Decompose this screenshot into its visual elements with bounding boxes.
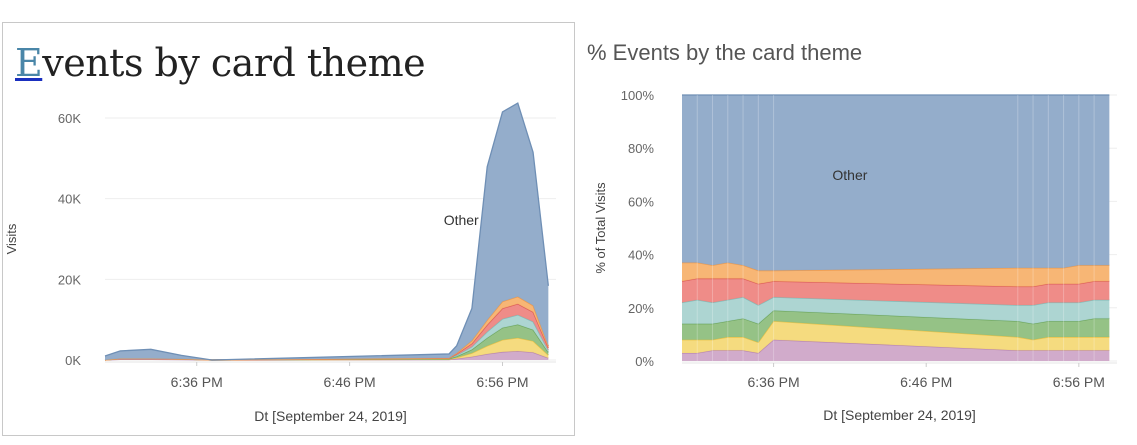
y-tick-label-0: 0% bbox=[635, 354, 654, 369]
y-tick-label-1: 20% bbox=[628, 301, 654, 316]
annotation-label: Other bbox=[444, 212, 479, 228]
area-series-line-6 bbox=[104, 102, 550, 361]
area-series-6[interactable] bbox=[105, 103, 549, 361]
chart-title: Events by card theme bbox=[15, 41, 426, 85]
y-tick-label-2: 40K bbox=[58, 192, 81, 207]
x-tick-label-2: 6:56 PM bbox=[476, 374, 528, 390]
chart-title-first-letter: E bbox=[15, 41, 43, 85]
y-tick-label-3: 60K bbox=[58, 111, 81, 126]
y-tick-label-2: 40% bbox=[628, 248, 654, 263]
chart-title-percent: % Events by the card theme bbox=[587, 40, 863, 65]
x-axis-title: Dt [September 24, 2019] bbox=[254, 408, 407, 424]
y-tick-label-1: 20K bbox=[58, 272, 81, 287]
stacked-area-chart-visits: 0K 20K 40K 60K 6:36 PM 6:46 PM 6:56 PM Dt [Sept… bbox=[4, 102, 556, 424]
chart-title-rest: vents by card theme bbox=[42, 41, 426, 85]
area-series-4[interactable] bbox=[682, 278, 1110, 306]
area-series-5[interactable] bbox=[105, 296, 549, 360]
x-tick-label-0: 6:36 PM bbox=[171, 374, 223, 390]
y-tick-label-3: 60% bbox=[628, 194, 654, 209]
y-tick-label-5: 100% bbox=[621, 88, 655, 103]
area-series-3[interactable] bbox=[682, 297, 1110, 324]
annotation-label: Other bbox=[832, 167, 867, 183]
x-tick-label-0: 6:36 PM bbox=[748, 374, 800, 390]
y-axis-title: Visits bbox=[4, 223, 19, 254]
area-series-6[interactable] bbox=[682, 95, 1110, 271]
area-series-0[interactable] bbox=[682, 339, 1110, 361]
percent-stacked-area-chart: 0% 20% 40% 60% 80% 100% 6:36 PM 6:46 PM 6:56 PM D… bbox=[593, 88, 1117, 423]
x-axis-title: Dt [September 24, 2019] bbox=[823, 407, 976, 423]
x-tick-label-2: 6:56 PM bbox=[1053, 374, 1105, 390]
area-series-4[interactable] bbox=[105, 303, 549, 360]
x-tick-label-1: 6:46 PM bbox=[324, 374, 376, 390]
y-tick-label-0: 0K bbox=[65, 353, 81, 368]
area-series-3[interactable] bbox=[105, 314, 549, 360]
chart-panel-events-by-card-theme: 0K 20K 40K 60K 6:36 PM 6:46 PM 6:56 PM Dt [Sept… bbox=[2, 22, 575, 436]
area-series-2[interactable] bbox=[682, 310, 1110, 343]
y-axis-title: % of Total Visits bbox=[593, 182, 608, 274]
chart-panel-percent-events: % Events by the card theme 0% 20% 40% 60% 80… bbox=[578, 22, 1137, 442]
area-series-1[interactable] bbox=[682, 321, 1110, 354]
x-tick-label-1: 6:46 PM bbox=[900, 374, 952, 390]
y-tick-label-4: 80% bbox=[628, 141, 654, 156]
